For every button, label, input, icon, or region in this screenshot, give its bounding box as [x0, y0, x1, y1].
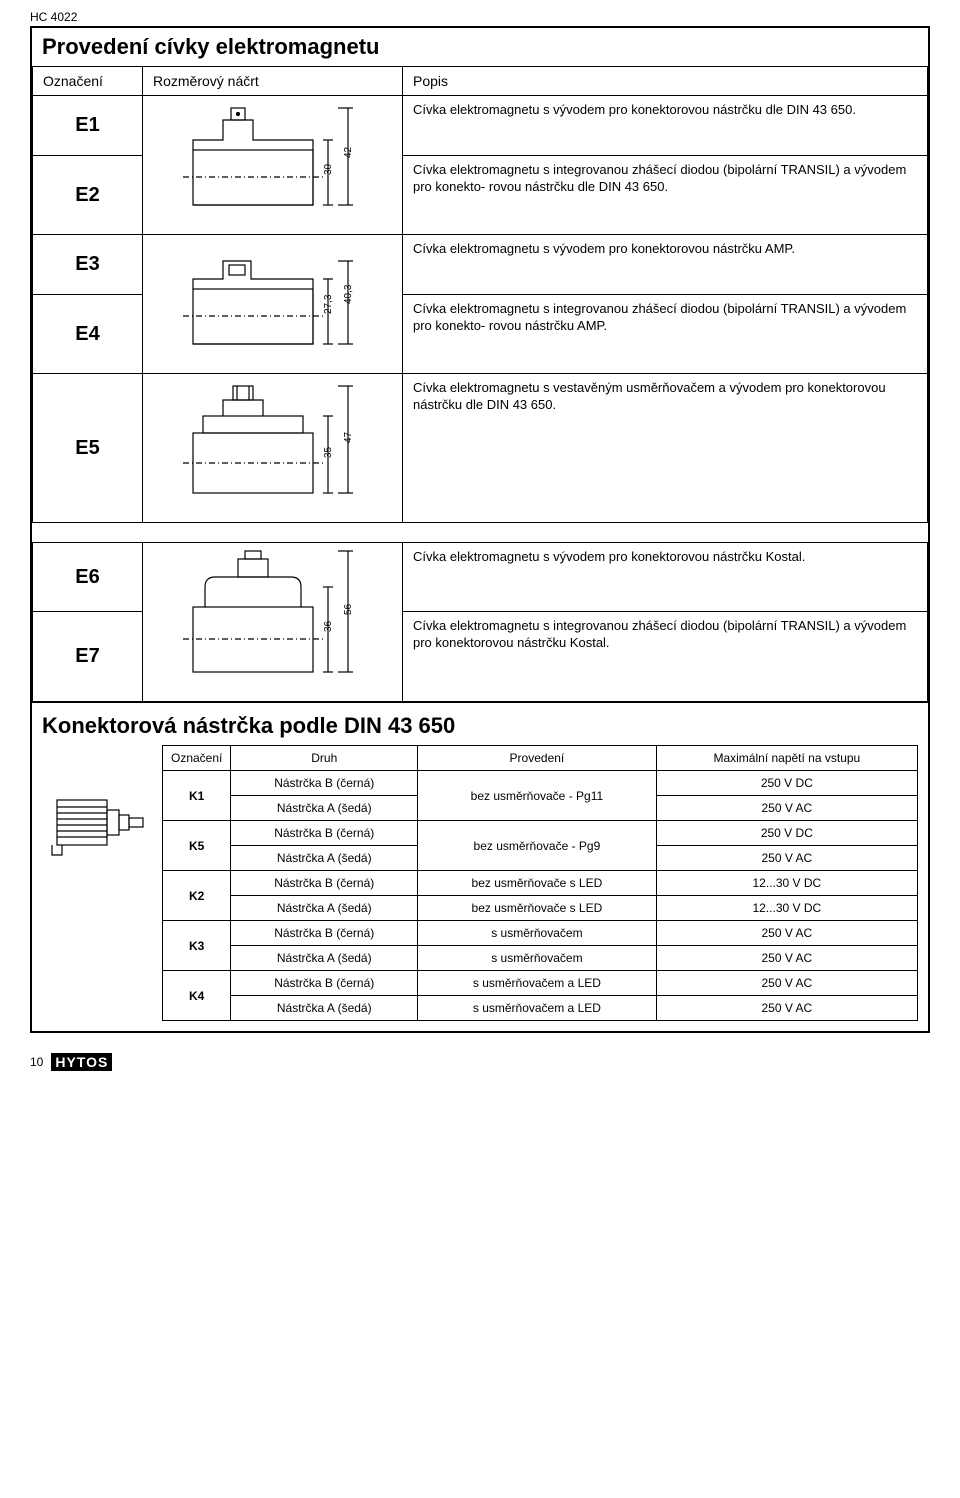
desc-e6: Cívka elektromagnetu s vývodem pro konek… [403, 543, 928, 612]
k1-prov: bez usměrňovače - Pg11 [418, 771, 657, 821]
svg-text:36: 36 [323, 620, 334, 632]
konektor-table: Označení Druh Provedení Maximální napětí… [162, 745, 918, 1021]
k1-v1: 250 V DC [656, 771, 917, 796]
k4-p2: s usměrňovačem a LED [418, 996, 657, 1021]
col-header-popis: Popis [403, 67, 928, 96]
desc-e1: Cívka elektromagnetu s vývodem pro konek… [403, 96, 928, 156]
code-k2: K2 [163, 871, 231, 921]
k5-v1: 250 V DC [656, 821, 917, 846]
k5-prov: bez usměrňovače - Pg9 [418, 821, 657, 871]
k1-druh-b: Nástrčka B (černá) [231, 771, 418, 796]
k3-v1: 250 V AC [656, 921, 917, 946]
coil-table: Označení Rozměrový náčrt Popis E1 [32, 66, 928, 702]
col-header-nacrt: Rozměrový náčrt [143, 67, 403, 96]
kon-h2: Druh [231, 746, 418, 771]
k4-druh-a: Nástrčka A (šedá) [231, 996, 418, 1021]
drawing-e5: 35 47 [143, 374, 403, 523]
k3-druh-b: Nástrčka B (černá) [231, 921, 418, 946]
k2-p1: bez usměrňovače s LED [418, 871, 657, 896]
k5-druh-b: Nástrčka B (černá) [231, 821, 418, 846]
k4-druh-b: Nástrčka B (černá) [231, 971, 418, 996]
code-e2: E2 [33, 156, 143, 235]
svg-text:56: 56 [343, 603, 354, 615]
k3-p2: s usměrňovačem [418, 946, 657, 971]
svg-text:35: 35 [323, 446, 334, 458]
footer: 10 HYTOS [30, 1053, 930, 1071]
spacer [33, 523, 928, 543]
code-k1: K1 [163, 771, 231, 821]
code-e7: E7 [33, 612, 143, 702]
konektor-drawing [42, 745, 152, 1021]
k3-druh-a: Nástrčka A (šedá) [231, 946, 418, 971]
hc-code: HC 4022 [30, 10, 930, 24]
drawing-e3e4: 27,3 40,3 [143, 235, 403, 374]
k5-druh-a: Nástrčka A (šedá) [231, 846, 418, 871]
code-e5: E5 [33, 374, 143, 523]
k4-v1: 250 V AC [656, 971, 917, 996]
k5-v2: 250 V AC [656, 846, 917, 871]
code-k4: K4 [163, 971, 231, 1021]
k4-p1: s usměrňovačem a LED [418, 971, 657, 996]
page-number: 10 [30, 1055, 43, 1069]
col-header-oznaceni: Označení [33, 67, 143, 96]
svg-text:30: 30 [323, 163, 334, 175]
kon-h4: Maximální napětí na vstupu [656, 746, 917, 771]
k2-druh-a: Nástrčka A (šedá) [231, 896, 418, 921]
desc-e5: Cívka elektromagnetu s vestavěným usměrň… [403, 374, 928, 523]
svg-text:40,3: 40,3 [343, 284, 354, 304]
svg-text:42: 42 [343, 146, 354, 158]
logo: HYTOS [51, 1053, 112, 1071]
main-frame: Provedení cívky elektromagnetu Označení … [30, 26, 930, 1033]
desc-e7: Cívka elektromagnetu s integrovanou zháš… [403, 612, 928, 702]
kon-h3: Provedení [418, 746, 657, 771]
k4-v2: 250 V AC [656, 996, 917, 1021]
desc-e4: Cívka elektromagnetu s integrovanou zháš… [403, 295, 928, 374]
k2-druh-b: Nástrčka B (černá) [231, 871, 418, 896]
k3-p1: s usměrňovačem [418, 921, 657, 946]
drawing-e6e7: 36 56 [143, 543, 403, 702]
code-k5: K5 [163, 821, 231, 871]
k3-v2: 250 V AC [656, 946, 917, 971]
k2-p2: bez usměrňovače s LED [418, 896, 657, 921]
k1-v2: 250 V AC [656, 796, 917, 821]
k2-v2: 12...30 V DC [656, 896, 917, 921]
svg-text:27,3: 27,3 [323, 294, 334, 314]
kon-h1: Označení [163, 746, 231, 771]
k2-v1: 12...30 V DC [656, 871, 917, 896]
section-title: Provedení cívky elektromagnetu [32, 28, 928, 66]
desc-e3: Cívka elektromagnetu s vývodem pro konek… [403, 235, 928, 295]
code-k3: K3 [163, 921, 231, 971]
code-e1: E1 [33, 96, 143, 156]
code-e4: E4 [33, 295, 143, 374]
svg-text:47: 47 [343, 431, 354, 443]
k1-druh-a: Nástrčka A (šedá) [231, 796, 418, 821]
konektor-title: Konektorová nástrčka podle DIN 43 650 [32, 702, 928, 745]
desc-e2: Cívka elektromagnetu s integrovanou zháš… [403, 156, 928, 235]
code-e3: E3 [33, 235, 143, 295]
drawing-e1e2: 30 42 [143, 96, 403, 235]
code-e6: E6 [33, 543, 143, 612]
